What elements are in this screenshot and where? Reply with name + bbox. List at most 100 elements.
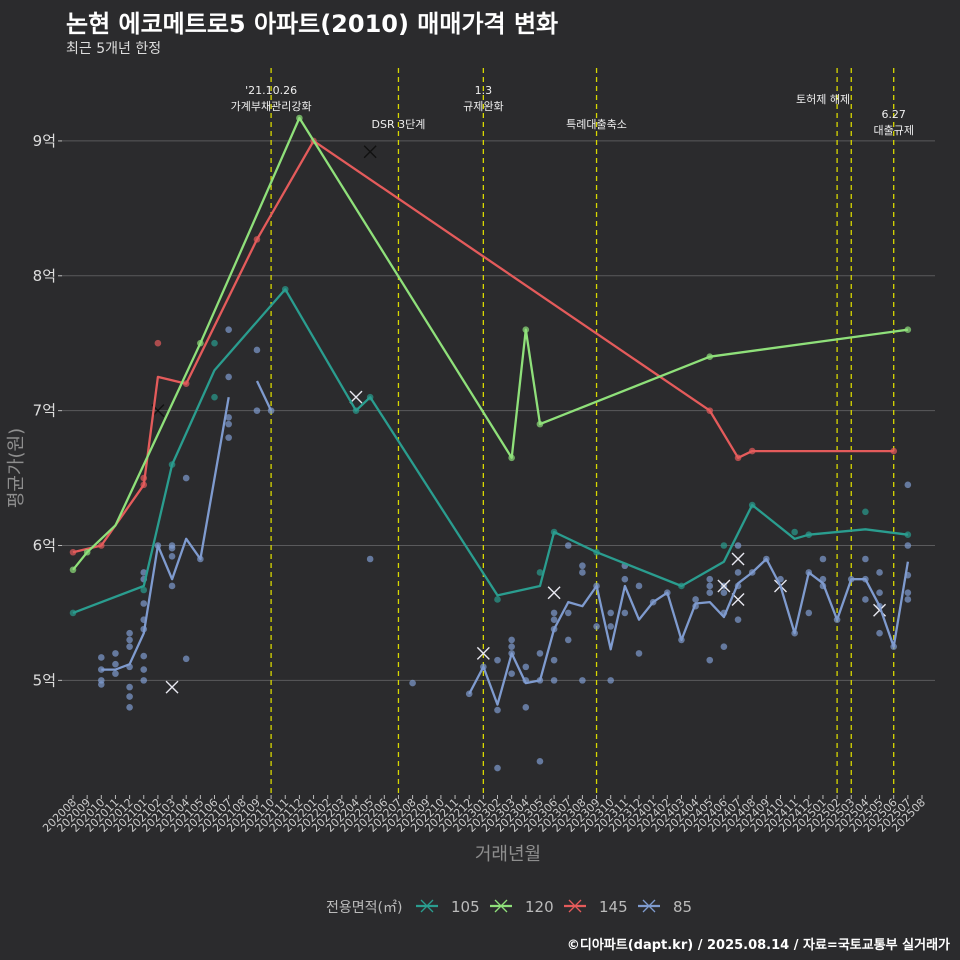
data-point-85: [522, 663, 530, 671]
data-point-85: [734, 569, 742, 576]
data-point-145: [69, 548, 77, 556]
data-point-85: [876, 569, 883, 576]
legend-key-mark: [568, 899, 582, 913]
legend-label-85: 85: [673, 898, 692, 916]
legend-label-145: 145: [599, 898, 628, 916]
data-point-85: [98, 654, 105, 661]
data-point-85: [112, 660, 119, 668]
data-point-85: [522, 704, 530, 711]
data-point-85: [593, 623, 600, 630]
data-point-85: [720, 589, 728, 597]
legend-key-mark: [494, 899, 508, 913]
data-point-85: [876, 589, 883, 597]
chart-title: 논현 에코메트로5 아파트(2010) 매매가격 변화: [66, 10, 559, 38]
y-axis-title: 평균가(원): [6, 428, 27, 508]
data-point-85: [579, 677, 586, 684]
data-point-85: [225, 434, 232, 441]
data-point-85: [225, 420, 232, 428]
y-tick-label: 7억: [33, 402, 56, 420]
data-point-85: [366, 555, 374, 563]
legend-label-120: 120: [525, 898, 554, 916]
grid-lines: [60, 140, 935, 681]
data-point-85: [819, 555, 827, 563]
data-point-105: [536, 569, 544, 576]
data-point-85: [904, 589, 912, 597]
data-point-85: [112, 670, 119, 677]
event-label: 6.27: [881, 108, 906, 121]
data-point-85: [706, 575, 714, 583]
data-point-85: [253, 346, 261, 354]
y-tick-label: 6억: [33, 537, 56, 555]
data-point-85: [112, 650, 119, 657]
data-point-85: [805, 609, 813, 617]
data-point-85: [225, 414, 232, 421]
data-point-85: [579, 569, 586, 576]
data-point-85: [734, 542, 742, 549]
cross-point-85: [731, 552, 745, 566]
data-point-105: [494, 596, 501, 603]
data-point-85: [706, 582, 714, 590]
footer-credit: ©디아파트(dapt.kr) / 2025.08.14 / 자료=국토교통부 실…: [566, 938, 950, 953]
cross-point-85: [547, 586, 561, 600]
data-point-85: [734, 616, 742, 623]
data-point-85: [876, 629, 883, 637]
data-point-85: [494, 764, 501, 772]
chart-subtitle: 최근 5개년 한정: [66, 41, 162, 57]
cross-point-145: [363, 145, 377, 159]
data-point-85: [182, 655, 190, 663]
y-tick-label: 8억: [33, 267, 56, 285]
data-point-85: [508, 670, 515, 677]
data-point-85: [225, 326, 232, 334]
event-label: 토허제 해제: [796, 92, 850, 106]
series-line-85: [101, 397, 230, 671]
series-layer: [69, 114, 912, 772]
data-point-85: [621, 609, 629, 617]
data-point-85: [536, 757, 544, 765]
event-label: 규제완화: [463, 100, 503, 113]
data-point-85: [126, 629, 133, 637]
legend-label-105: 105: [451, 898, 480, 916]
legend-title: 전용면적(㎡): [326, 900, 402, 916]
data-point-85: [140, 677, 148, 684]
data-point-85: [635, 650, 643, 657]
data-point-85: [140, 652, 148, 660]
data-point-85: [621, 575, 629, 583]
data-point-85: [225, 373, 232, 381]
data-point-85: [494, 656, 501, 664]
cross-point-85: [349, 390, 363, 404]
event-label: DSR 3단계: [372, 118, 426, 131]
cross-point-85: [476, 646, 490, 660]
data-point-85: [862, 596, 869, 603]
data-point-85: [607, 677, 614, 684]
data-point-85: [692, 596, 699, 603]
event-label: 가계부채관리강화: [231, 100, 312, 113]
legend-key-mark: [642, 899, 656, 913]
data-point-85: [508, 643, 515, 650]
data-point-85: [579, 562, 586, 570]
data-point-85: [550, 677, 558, 684]
data-point-85: [720, 643, 728, 650]
data-point-85: [550, 616, 558, 623]
data-point-105: [862, 508, 869, 516]
series-85: [98, 326, 912, 772]
cross-point-85: [165, 680, 179, 694]
data-point-85: [168, 542, 176, 549]
data-point-85: [706, 589, 714, 597]
event-label: 특례대출축소: [566, 118, 627, 131]
data-point-85: [126, 704, 133, 711]
data-point-85: [140, 666, 148, 673]
data-point-105: [211, 393, 218, 401]
series-line-105: [72, 288, 909, 614]
data-point-85: [607, 609, 614, 617]
series-line-85: [468, 557, 910, 706]
data-point-85: [409, 679, 416, 687]
event-label: 1.3: [475, 84, 493, 97]
cross-point-85: [717, 579, 731, 593]
data-point-85: [904, 596, 912, 603]
data-point-85: [168, 582, 176, 590]
y-axis: 5억 6억 7억 8억 9억: [33, 132, 62, 689]
data-point-85: [98, 677, 105, 684]
data-point-85: [253, 407, 261, 414]
data-point-85: [564, 609, 572, 617]
